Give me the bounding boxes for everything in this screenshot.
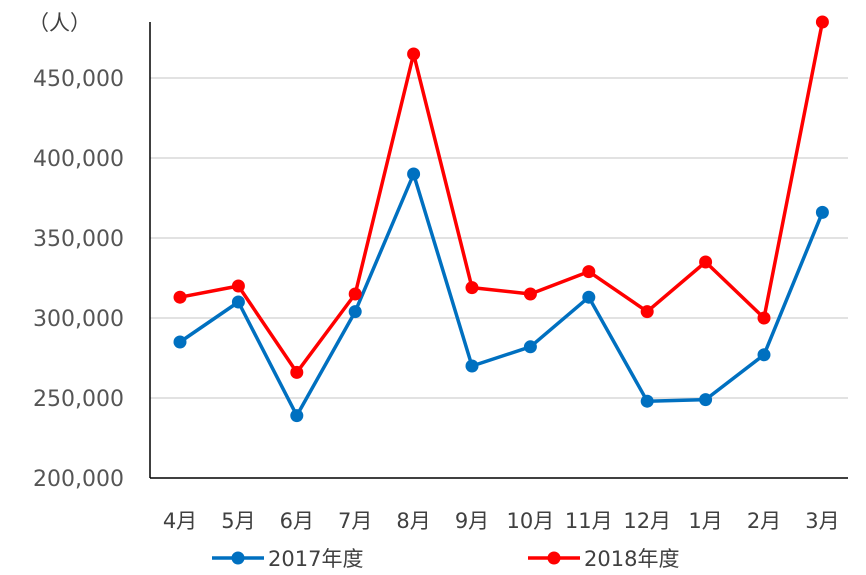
x-tick-label: 9月 <box>455 509 489 533</box>
y-tick-label: 250,000 <box>33 387 124 412</box>
legend-item: 2017年度 <box>212 547 363 571</box>
data-point <box>640 305 654 319</box>
data-point <box>757 311 771 325</box>
data-point <box>582 290 596 304</box>
x-tick-label: 2月 <box>747 509 781 533</box>
legend-label: 2018年度 <box>584 547 679 571</box>
x-tick-label: 12月 <box>623 509 671 533</box>
data-point <box>290 409 304 423</box>
x-axis-ticks: 4月 5月 6月 7月 8月 9月 10月 11月 12月 1月 2月 3月 <box>163 509 840 533</box>
data-point <box>231 295 245 309</box>
series-line <box>178 172 825 418</box>
gridlines <box>150 77 848 399</box>
x-tick-label: 10月 <box>507 509 555 533</box>
data-point <box>173 335 187 349</box>
data-point <box>582 265 596 279</box>
y-axis-ticks: 200,000 250,000 300,000 350,000 400,000 450,0… <box>33 67 124 492</box>
data-point <box>290 365 304 379</box>
data-point <box>523 287 537 301</box>
data-point <box>465 359 479 373</box>
data-point <box>173 290 187 304</box>
x-tick-label: 7月 <box>338 509 372 533</box>
data-point <box>699 393 713 407</box>
data-point <box>815 205 829 219</box>
data-point <box>465 281 479 295</box>
y-tick-label: 400,000 <box>33 147 124 172</box>
x-tick-label: 4月 <box>163 509 197 533</box>
data-point <box>407 47 421 61</box>
legend-marker <box>547 551 561 565</box>
data-point <box>640 394 654 408</box>
legend-marker <box>231 551 245 565</box>
x-tick-label: 8月 <box>396 509 430 533</box>
x-tick-label: 5月 <box>221 509 255 533</box>
y-tick-label: 300,000 <box>33 307 124 332</box>
data-point <box>348 305 362 319</box>
data-point <box>348 287 362 301</box>
series-line <box>178 20 825 375</box>
x-tick-label: 3月 <box>805 509 839 533</box>
y-tick-label: 350,000 <box>33 227 124 252</box>
x-tick-label: 6月 <box>280 509 314 533</box>
y-axis-unit-label: （人） <box>28 11 91 35</box>
legend-label: 2017年度 <box>268 547 363 571</box>
x-tick-label: 11月 <box>565 509 613 533</box>
data-point <box>815 15 829 29</box>
series-group <box>173 15 829 423</box>
data-point <box>757 348 771 362</box>
y-tick-label: 450,000 <box>33 67 124 92</box>
data-point <box>407 167 421 181</box>
legend: 2017年度 2018年度 <box>212 547 679 571</box>
series-2 <box>173 15 829 379</box>
data-point <box>523 340 537 354</box>
y-tick-label: 200,000 <box>33 467 124 492</box>
legend-item: 2018年度 <box>528 547 679 571</box>
x-tick-label: 1月 <box>688 509 722 533</box>
data-point <box>699 255 713 269</box>
data-point <box>231 279 245 293</box>
series-1 <box>173 167 829 423</box>
